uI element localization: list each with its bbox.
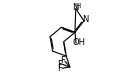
- Text: F: F: [57, 60, 62, 69]
- Text: F: F: [60, 56, 65, 65]
- Text: N: N: [83, 15, 89, 24]
- Text: N: N: [72, 3, 78, 12]
- Text: H: H: [75, 3, 80, 9]
- Text: OH: OH: [73, 38, 86, 47]
- Text: F: F: [57, 64, 62, 73]
